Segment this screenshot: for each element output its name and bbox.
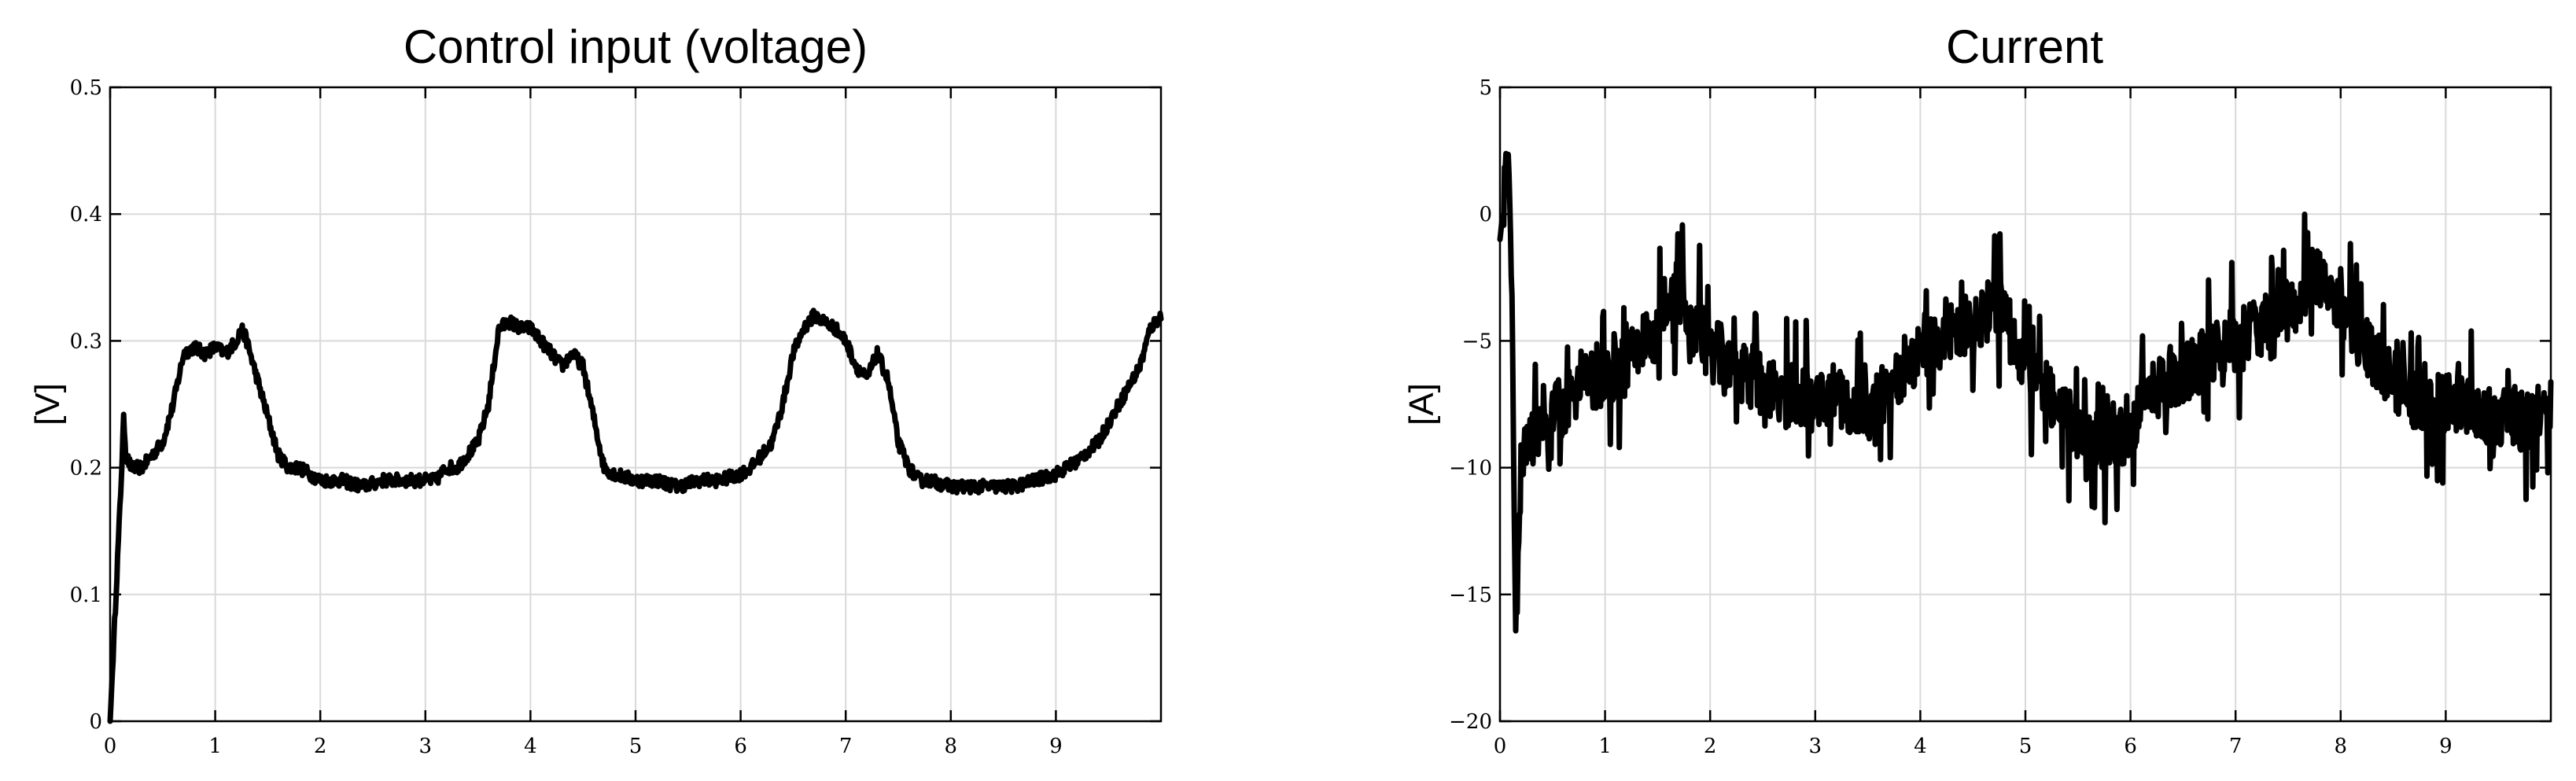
current-x-tick-label: 2 (1704, 735, 1717, 758)
voltage-x-tick-label: 9 (1049, 735, 1063, 758)
current-chart-title: Current (1946, 20, 2103, 73)
current-x-tick-label: 5 (2019, 735, 2032, 758)
current-x-tick-label: 0 (1494, 735, 1507, 758)
voltage-y-tick-label: 0.5 (70, 76, 102, 100)
current-y-tick-label: 0 (1479, 203, 1492, 227)
voltage-y-tick-label: 0.3 (70, 330, 102, 353)
current-x-tick-label: 4 (1914, 735, 1927, 758)
voltage-y-tick-label: 0.2 (70, 457, 102, 481)
current-x-tick-label: 7 (2229, 735, 2242, 758)
voltage-x-tick-label: 6 (734, 735, 747, 758)
current-y-tick-label: 5 (1479, 76, 1492, 100)
voltage-y-tick-label: 0.1 (70, 584, 102, 607)
voltage-x-tick-label: 5 (629, 735, 643, 758)
voltage-series-line (107, 308, 1164, 724)
current-y-tick-label: −20 (1449, 710, 1492, 734)
voltage-y-tick-label: 0 (89, 710, 102, 734)
voltage-x-tick-label: 1 (208, 735, 222, 758)
current-chart: Current 0 1 2 3 4 5 6 7 8 9 −20 −15 −10 −5 0 5 [A] (1402, 20, 2554, 758)
voltage-x-tick-label: 3 (419, 735, 433, 758)
current-x-tick-label: 9 (2439, 735, 2453, 758)
current-x-tick-label: 3 (1809, 735, 1822, 758)
voltage-x-tick-label: 0 (104, 735, 117, 758)
current-y-tick-label: −15 (1449, 584, 1492, 607)
voltage-x-tick-label: 4 (524, 735, 537, 758)
voltage-chart-title: Control input (voltage) (404, 20, 868, 73)
voltage-chart: Control input (voltage) 0 1 2 3 4 5 6 7 8 9 0 0.1 0.… (28, 20, 1164, 758)
current-y-tick-label: −5 (1462, 330, 1492, 353)
current-series-line (1497, 150, 2554, 634)
voltage-x-tick-label: 2 (314, 735, 327, 758)
current-y-tick-label: −10 (1449, 457, 1492, 481)
voltage-y-axis-label: [V] (28, 383, 67, 425)
voltage-x-tick-label: 7 (839, 735, 853, 758)
current-y-axis-label: [A] (1402, 383, 1441, 425)
voltage-y-tick-label: 0.4 (70, 203, 102, 227)
current-x-tick-label: 6 (2124, 735, 2137, 758)
current-x-tick-label: 1 (1598, 735, 1612, 758)
voltage-x-tick-label: 8 (945, 735, 958, 758)
current-x-tick-label: 8 (2335, 735, 2348, 758)
